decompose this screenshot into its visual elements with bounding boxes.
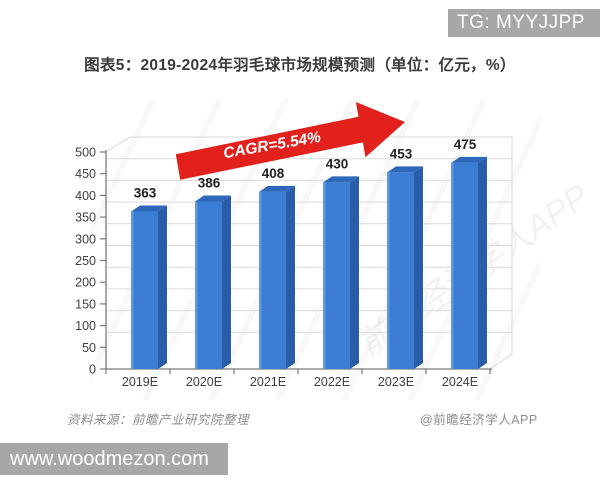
- bar: [451, 162, 478, 369]
- bar-side-face: [286, 185, 295, 369]
- y-tick-label: 150: [75, 297, 96, 311]
- bar-value-label: 475: [454, 137, 477, 152]
- bar: [195, 201, 222, 369]
- bar-top-face: [323, 176, 359, 183]
- y-tick-label: 100: [75, 319, 96, 333]
- bar-highlight-edge: [323, 182, 326, 369]
- bar: [323, 182, 350, 369]
- bar-value-label: 408: [262, 166, 285, 181]
- bar-highlight-edge: [451, 162, 454, 369]
- x-category-label: 2021E: [250, 375, 286, 389]
- y-tick-label: 500: [75, 146, 96, 160]
- bar-value-label: 430: [326, 156, 349, 171]
- credit-note: @前瞻经济学人APP: [420, 413, 538, 427]
- bar-highlight-edge: [259, 191, 262, 369]
- bar: [259, 191, 286, 369]
- x-category-label: 2022E: [314, 375, 350, 389]
- chart-title: 图表5：2019-2024年羽毛球市场规模预测（单位：亿元，%）: [84, 57, 516, 74]
- source-note: 资料来源：前瞻产业研究院整理: [67, 413, 250, 427]
- bar-top-face: [451, 156, 487, 163]
- bar-side-face: [158, 205, 167, 369]
- x-category-label: 2023E: [378, 375, 414, 389]
- watermark-banner: www.woodmezon.com: [0, 443, 228, 475]
- y-tick-label: 350: [75, 211, 96, 225]
- x-category-label: 2020E: [186, 375, 222, 389]
- y-tick-label: 450: [75, 167, 96, 181]
- telegram-banner: TG: MYYJJPP: [448, 9, 600, 37]
- bar: [387, 172, 414, 369]
- y-tick-label: 250: [75, 254, 96, 268]
- y-tick-label: 400: [75, 189, 96, 203]
- bar-value-label: 453: [390, 146, 413, 161]
- x-category-label: 2019E: [122, 375, 158, 389]
- bar-top-face: [195, 195, 231, 202]
- bar-top-face: [387, 166, 423, 173]
- wall-corner-edge: [105, 136, 131, 153]
- bar-highlight-edge: [195, 201, 198, 369]
- y-tick-label: 0: [89, 363, 96, 377]
- floor-edge: [489, 353, 513, 370]
- bar-value-label: 363: [134, 185, 157, 200]
- watermark-banner-text: www.woodmezon.com: [10, 448, 209, 470]
- x-category-label: 2024E: [442, 375, 478, 389]
- bar-side-face: [350, 176, 359, 369]
- y-tick-label: 300: [75, 232, 96, 246]
- bar-top-face: [259, 185, 295, 192]
- bar-highlight-edge: [131, 211, 134, 369]
- bar-value-label: 386: [198, 175, 221, 190]
- y-tick-label: 200: [75, 276, 96, 290]
- bar-side-face: [414, 166, 423, 369]
- telegram-banner-text: TG: MYYJJPP: [457, 12, 585, 33]
- bar-top-face: [131, 205, 167, 212]
- bar-side-face: [222, 195, 231, 369]
- cagr-trend-arrow: [175, 102, 405, 180]
- bar-side-face: [478, 156, 487, 369]
- y-tick-label: 50: [82, 341, 96, 355]
- bar: [131, 211, 158, 369]
- bar-highlight-edge: [387, 172, 390, 369]
